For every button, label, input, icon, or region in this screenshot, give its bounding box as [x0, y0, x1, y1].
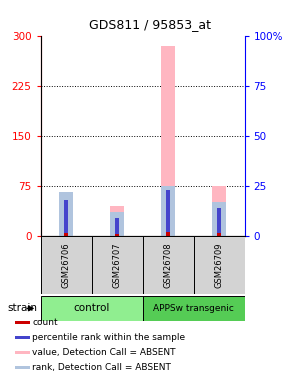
- Bar: [64, 200, 68, 236]
- Bar: [115, 218, 119, 236]
- Text: APPSw transgenic: APPSw transgenic: [153, 304, 234, 313]
- Bar: [142, 296, 244, 321]
- Bar: [110, 212, 124, 236]
- Text: rank, Detection Call = ABSENT: rank, Detection Call = ABSENT: [32, 363, 171, 372]
- Bar: [15, 366, 30, 369]
- Text: GSM26706: GSM26706: [61, 243, 70, 288]
- Bar: [15, 351, 30, 354]
- Bar: [110, 206, 124, 236]
- Bar: [59, 192, 73, 236]
- Text: strain: strain: [8, 303, 38, 313]
- Text: count: count: [32, 318, 58, 327]
- Bar: [166, 232, 170, 236]
- Bar: [142, 236, 194, 294]
- Text: control: control: [73, 303, 110, 313]
- Bar: [212, 202, 226, 236]
- Bar: [59, 216, 73, 236]
- Bar: [64, 233, 68, 236]
- Text: percentile rank within the sample: percentile rank within the sample: [32, 333, 185, 342]
- Text: GSM26708: GSM26708: [164, 243, 172, 288]
- Bar: [212, 186, 226, 236]
- Bar: [40, 296, 142, 321]
- Bar: [115, 234, 119, 236]
- Bar: [161, 46, 175, 236]
- Bar: [217, 208, 221, 236]
- Bar: [166, 190, 170, 236]
- Bar: [15, 321, 30, 324]
- Bar: [40, 236, 92, 294]
- Bar: [92, 236, 142, 294]
- Bar: [217, 233, 221, 236]
- Text: GSM26709: GSM26709: [214, 243, 224, 288]
- Bar: [194, 236, 244, 294]
- Text: GDS811 / 95853_at: GDS811 / 95853_at: [89, 18, 211, 31]
- Text: GSM26707: GSM26707: [112, 243, 122, 288]
- Bar: [161, 186, 175, 236]
- Bar: [15, 336, 30, 339]
- Text: value, Detection Call = ABSENT: value, Detection Call = ABSENT: [32, 348, 176, 357]
